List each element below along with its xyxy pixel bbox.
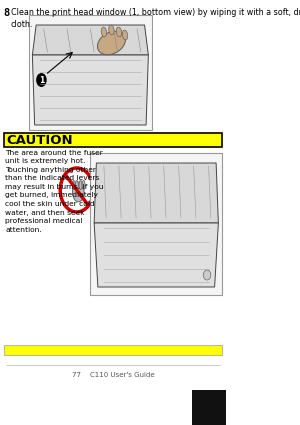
Text: The area around the fuser
unit is extremely hot.
Touching anything other
than th: The area around the fuser unit is extrem… xyxy=(5,150,104,232)
Text: Clean the print head window (1, bottom view) by wiping it with a soft, dry
cloth: Clean the print head window (1, bottom v… xyxy=(11,8,300,29)
Text: 1: 1 xyxy=(39,76,44,85)
Ellipse shape xyxy=(72,181,75,190)
Ellipse shape xyxy=(116,27,122,37)
Ellipse shape xyxy=(122,30,128,40)
Bar xyxy=(28,15,152,130)
Bar xyxy=(192,390,226,425)
Text: 8: 8 xyxy=(4,8,10,18)
Bar xyxy=(4,345,222,355)
Ellipse shape xyxy=(73,182,84,202)
Text: CAUTION: CAUTION xyxy=(7,133,74,147)
Ellipse shape xyxy=(79,181,82,190)
Circle shape xyxy=(203,270,211,280)
Polygon shape xyxy=(94,163,218,223)
Ellipse shape xyxy=(109,25,114,35)
Circle shape xyxy=(60,168,93,212)
Ellipse shape xyxy=(75,181,78,190)
Polygon shape xyxy=(32,25,148,55)
Ellipse shape xyxy=(82,181,85,190)
Polygon shape xyxy=(94,223,218,287)
Bar xyxy=(90,153,222,295)
Bar xyxy=(4,133,222,147)
Text: 77    C110 User's Guide: 77 C110 User's Guide xyxy=(72,372,154,378)
Ellipse shape xyxy=(101,27,106,37)
Polygon shape xyxy=(32,55,148,125)
Ellipse shape xyxy=(98,31,125,55)
Circle shape xyxy=(36,73,47,87)
